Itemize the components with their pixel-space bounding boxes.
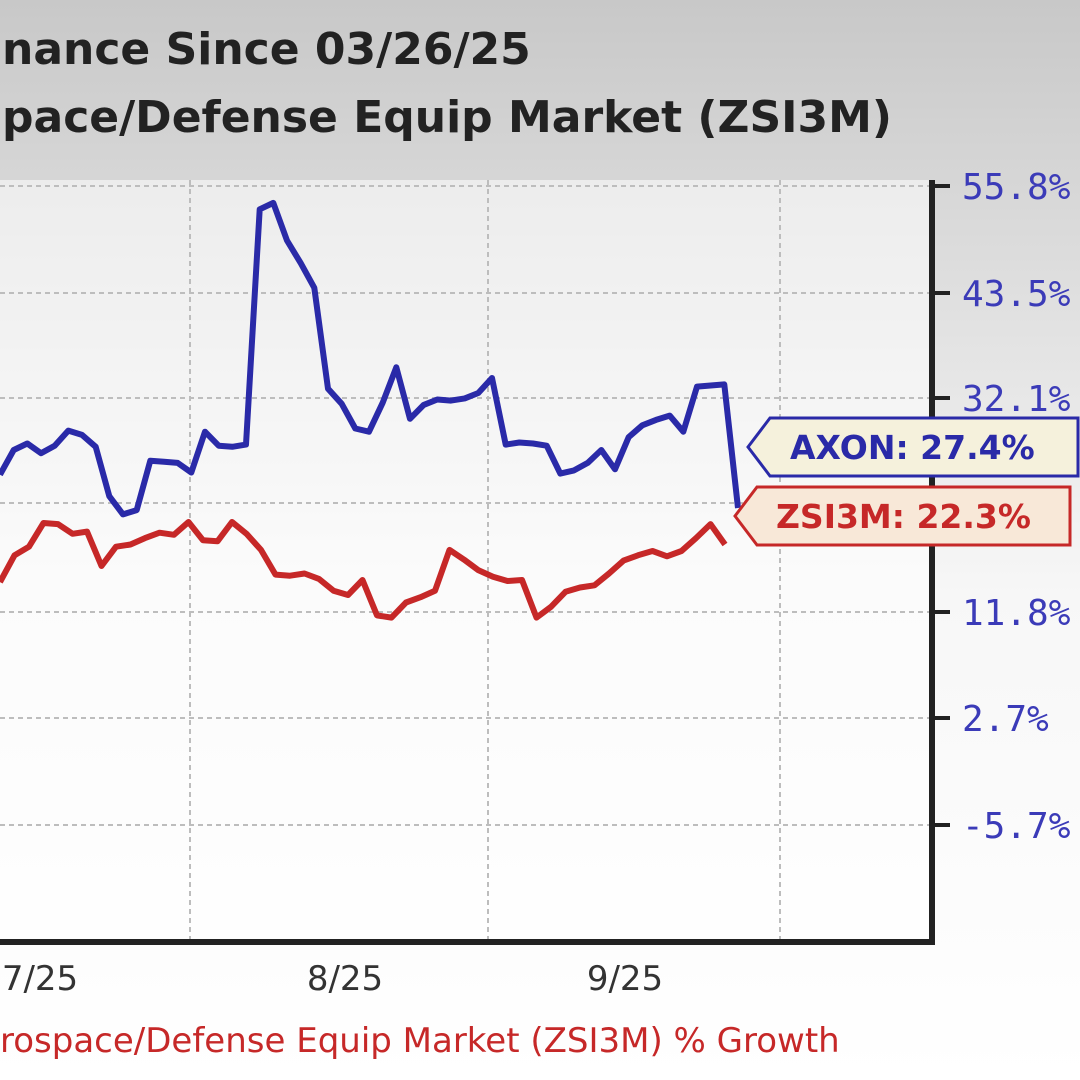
grid [0,180,932,942]
x-tick-label: 9/25 [587,959,663,999]
series-lines [0,199,741,621]
series-line-axon [0,199,741,518]
y-ticks: 55.8% 43.5% 32.1% 11.8% 2.7% -5.7% [932,167,1071,847]
y-tick-label: 43.5% [962,274,1071,315]
y-tick-label: 32.1% [962,379,1071,420]
y-tick-label: 11.8% [962,593,1071,634]
y-tick-label: -5.7% [962,806,1071,847]
legend-zsi3m: rospace/Defense Equip Market (ZSI3M) % G… [0,1021,840,1061]
x-ticks: 7/25 8/25 9/25 [2,959,663,999]
chart-title-line2: pace/Defense Equip Market (ZSI3M) [2,92,892,143]
value-tag-label-zsi3m: ZSI3M: 22.3% [776,497,1031,536]
value-tag-axon [746,416,1080,478]
y-tick-label: 2.7% [962,699,1049,740]
series-line-zsi3m [0,519,728,621]
x-tick-label: 7/25 [2,959,78,999]
y-tick-label: 55.8% [962,167,1071,208]
chart-title-line1: nance Since 03/26/25 [2,24,531,75]
value-tag-label-axon: AXON: 27.4% [790,428,1035,467]
value-tags: AXON: 27.4% ZSI3M: 22.3% [733,416,1080,547]
value-tag-zsi3m [733,485,1072,547]
x-tick-label: 8/25 [307,959,383,999]
